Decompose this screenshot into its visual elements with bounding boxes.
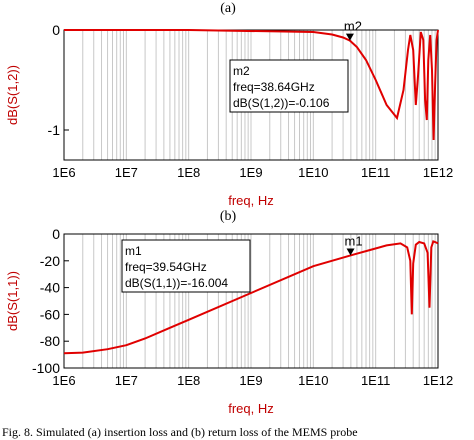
panel-a-y-axis-label: dB(S(1,2)) [5, 65, 20, 125]
y-tick-label: -1 [48, 122, 61, 138]
panel-a: (a) 0 -1 1E6 1E7 1E8 1E9 1E10 1E11 1E12 m2 dB(S… [5, 1, 453, 208]
panel-b-y-ticks: 0 -20 -40 -60 -80 -100 [32, 226, 69, 376]
panel-a-readout-line-1: m2 [233, 64, 250, 78]
y-tick-label: -60 [40, 306, 60, 322]
panel-a-x-ticks: 1E6 1E7 1E8 1E9 1E10 1E11 1E12 [52, 165, 453, 180]
panel-b-marker-readout-box [121, 239, 251, 293]
x-tick-label: 1E9 [239, 373, 262, 388]
marker-triangle [345, 33, 354, 41]
panel-b-readout-line-1: m1 [125, 244, 142, 258]
y-tick-label: -40 [40, 280, 60, 296]
x-tick-label: 1E10 [298, 165, 328, 180]
x-tick-label: 1E11 [361, 373, 390, 388]
panel-b: (b) 0-20-40-60-80-100 1E6 1E7 1E8 1E9 1E10 1E… [5, 209, 453, 416]
panel-a-series-line [64, 29, 439, 141]
marker-triangle [346, 248, 355, 256]
marker-label: m1 [345, 233, 363, 248]
panel-b-y-axis-label: dB(S(1,1)) [5, 271, 20, 331]
panel-a-marker-readout-box [229, 59, 349, 113]
panel-a-x-axis-label: freq, Hz [228, 193, 274, 208]
x-tick-label: 1E12 [423, 373, 453, 388]
panel-b-frame [63, 233, 439, 369]
panel-a-y-ticks: 0 -1 [48, 22, 69, 138]
figure-caption: Fig. 8. Simulated (a) insertion loss and… [2, 425, 358, 439]
x-tick-label: 1E6 [52, 373, 75, 388]
panel-a-marker: m2 [344, 19, 362, 41]
x-tick-label: 1E7 [115, 373, 138, 388]
panel-b-readout-line-2: freq=39.54GHz [125, 260, 207, 274]
panel-b-readout-line-3: dB(S(1,1))=-16.004 [125, 276, 228, 290]
x-tick-label: 1E8 [177, 165, 200, 180]
panel-a-readout-line-2: freq=38.64GHz [233, 80, 315, 94]
x-tick-label: 1E9 [239, 165, 262, 180]
panel-b-marker: m1 [345, 233, 363, 256]
panel-b-series-line [63, 240, 439, 355]
y-tick-label: 0 [52, 226, 60, 242]
x-tick-label: 1E8 [177, 373, 200, 388]
panel-b-x-axis-label: freq, Hz [228, 401, 274, 416]
x-tick-label: 1E12 [423, 165, 453, 180]
y-tick-label: -20 [40, 253, 60, 269]
panel-b-x-ticks: 1E6 1E7 1E8 1E9 1E10 1E11 1E12 [52, 373, 453, 388]
panel-a-marker-readout: m2 freq=38.64GHz dB(S(1,2))=-0.106 [229, 59, 349, 113]
x-tick-label: 1E11 [361, 165, 390, 180]
x-tick-label: 1E7 [115, 165, 138, 180]
y-tick-label: 0 [52, 22, 60, 38]
x-tick-label: 1E6 [52, 165, 75, 180]
x-tick-label: 1E10 [298, 373, 328, 388]
marker-label: m2 [344, 19, 362, 34]
y-tick-label: -100 [32, 360, 60, 376]
panel-a-label: (a) [220, 1, 236, 16]
panel-b-label: (b) [220, 209, 237, 224]
panel-b-marker-readout: m1 freq=39.54GHz dB(S(1,1))=-16.004 [121, 239, 251, 293]
y-tick-label: -80 [40, 333, 60, 349]
panel-a-readout-line-3: dB(S(1,2))=-0.106 [233, 96, 330, 110]
